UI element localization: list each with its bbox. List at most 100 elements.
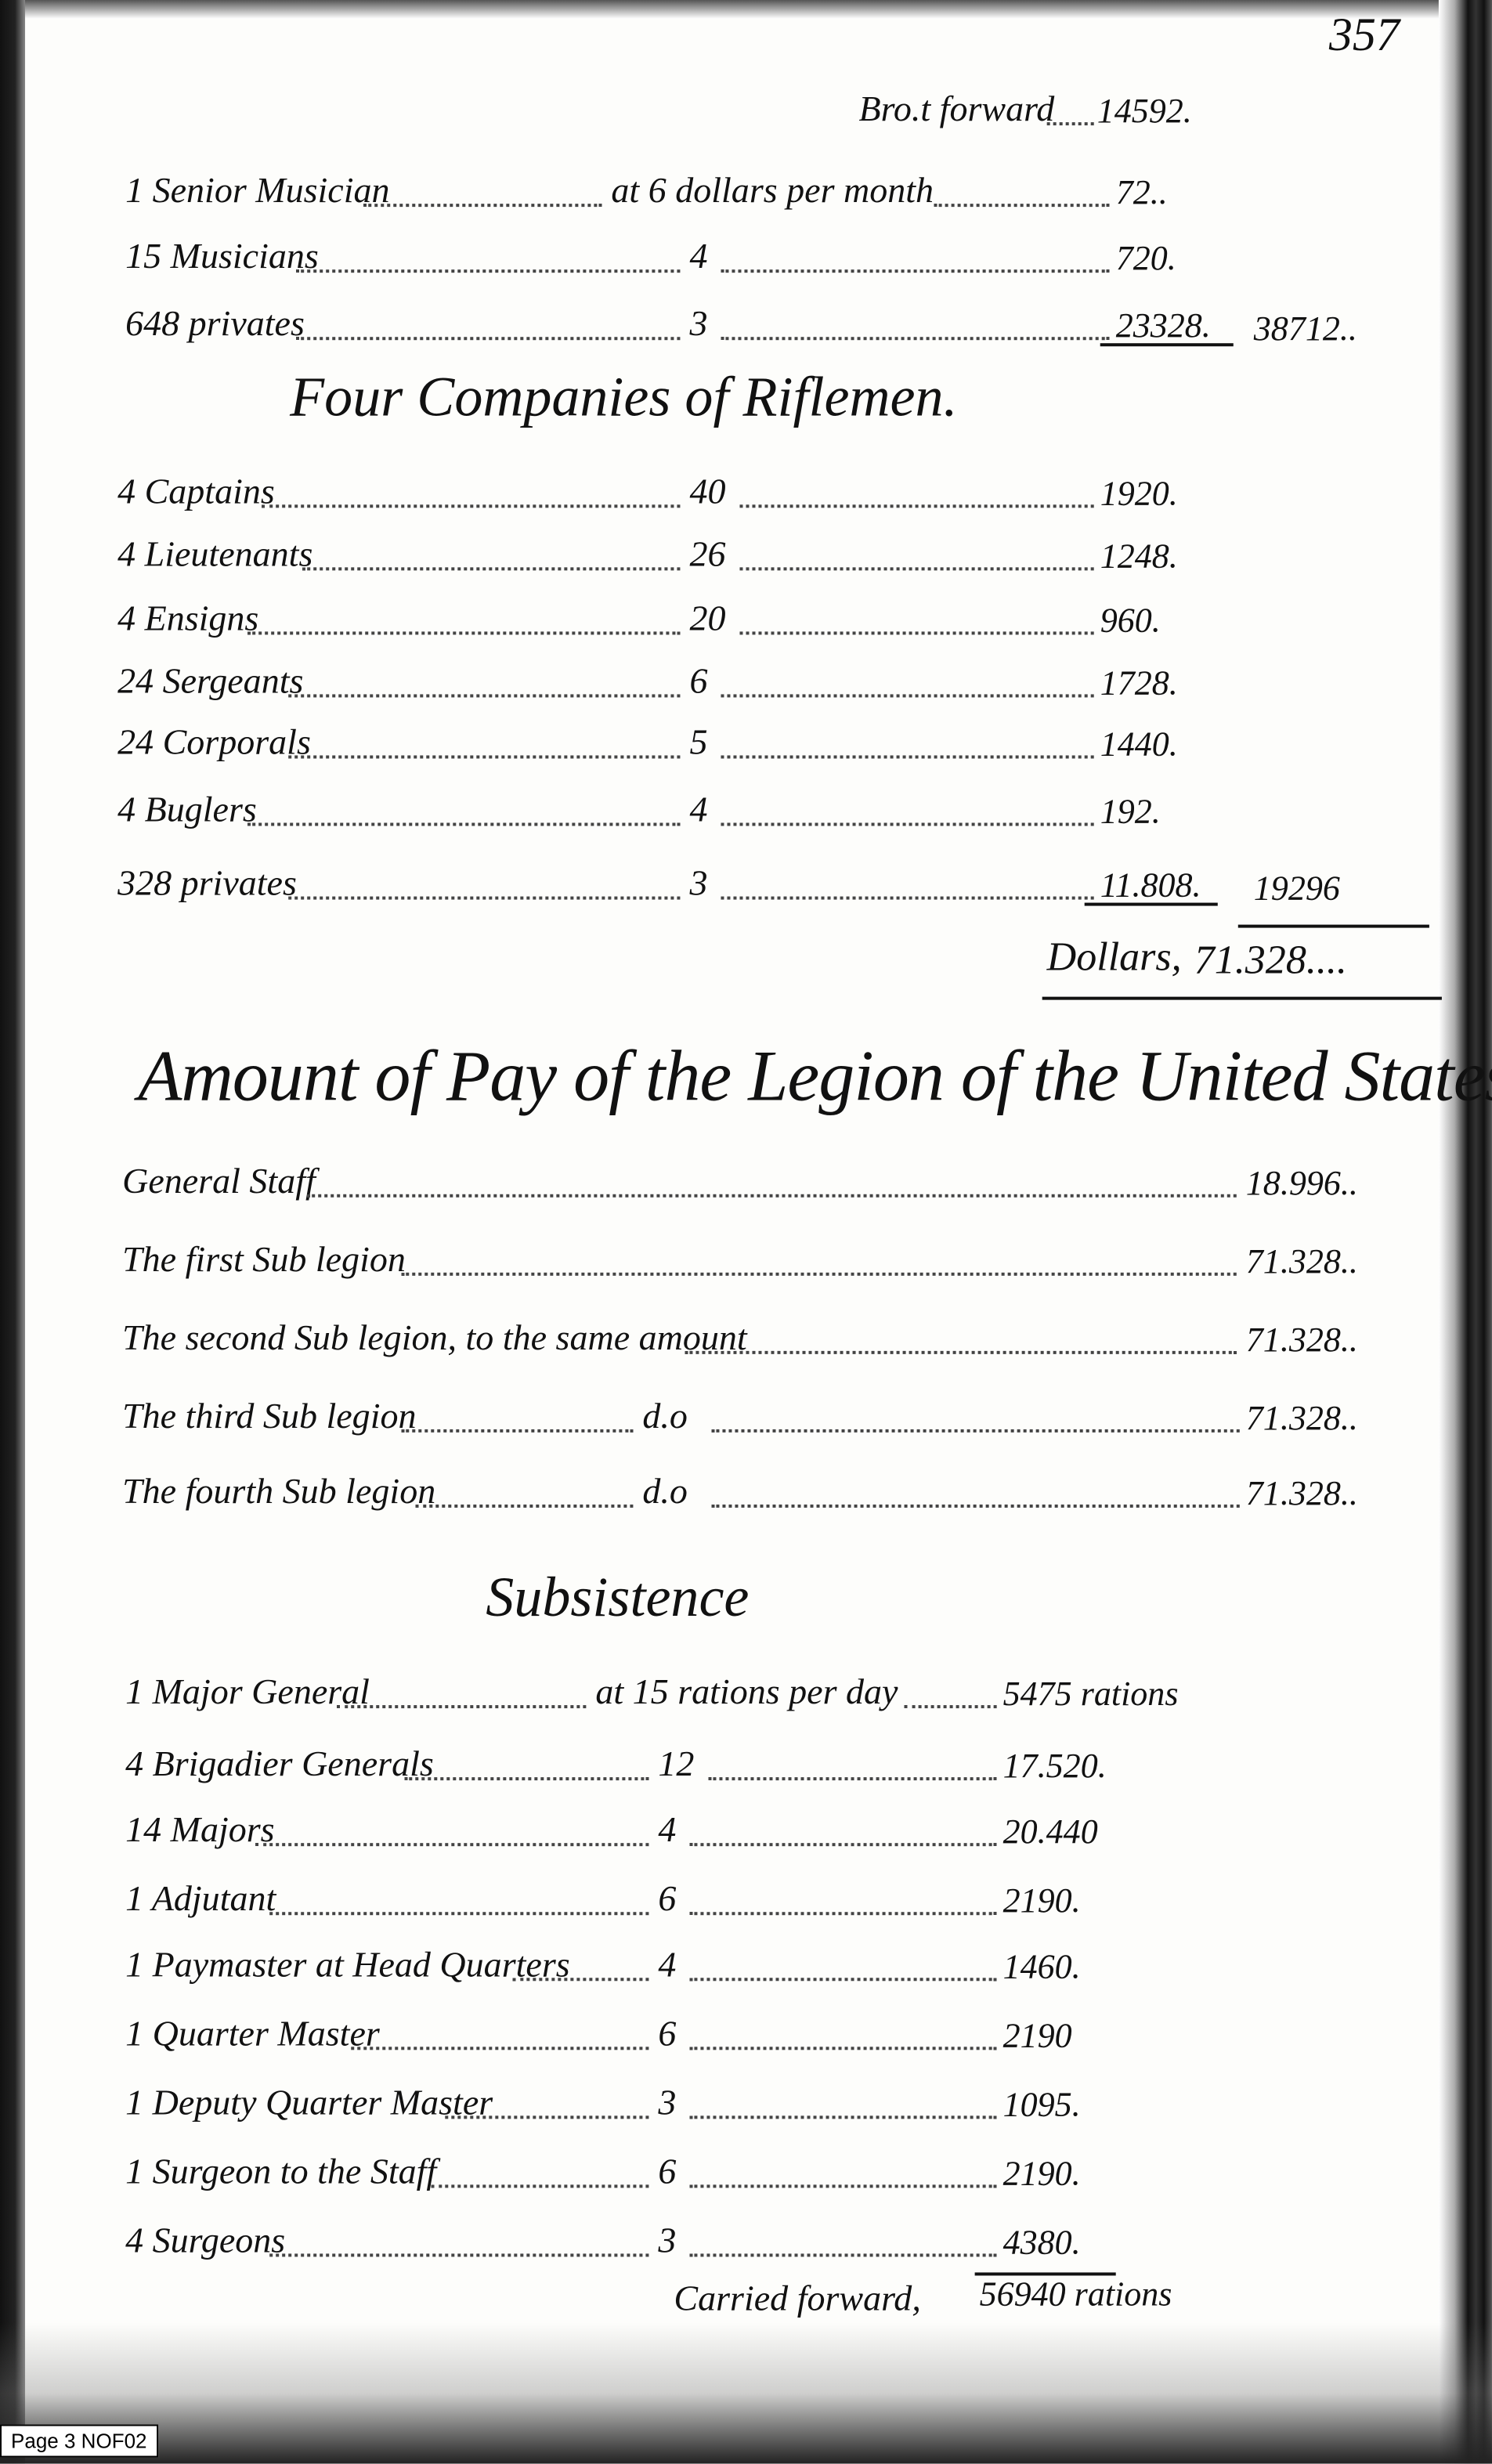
leader-dots — [689, 1843, 997, 1847]
row-rate: 6 — [689, 661, 708, 701]
carried-forward-label: Carried forward, — [674, 2278, 921, 2318]
leader-dots — [288, 896, 681, 900]
legion-heading: Amount of Pay of the Legion of the Unite… — [138, 1035, 1492, 1116]
leader-dots — [414, 1504, 634, 1508]
leader-dots — [904, 1705, 997, 1709]
row-rate: 3 — [658, 2083, 677, 2123]
row-amount: 71.328.. — [1245, 1397, 1358, 1437]
row-rate: 4 — [658, 1810, 677, 1850]
row-rate: 20 — [689, 598, 726, 638]
row-amount: 1460. — [1002, 1946, 1081, 1986]
row-name: 4 Lieutenants — [117, 534, 313, 574]
leader-dots — [1046, 122, 1094, 126]
row-amount: 192. — [1100, 791, 1161, 831]
leader-dots — [404, 1777, 649, 1781]
leader-dots — [689, 1912, 997, 1916]
leader-dots — [296, 337, 681, 341]
row-name: 24 Corporals — [117, 722, 311, 762]
row-amount: 71.328.. — [1245, 1241, 1358, 1281]
row-name: 1 Surgeon to the Staff — [125, 2151, 437, 2191]
row-amount: 72.. — [1115, 172, 1168, 212]
row-amount: 1440. — [1100, 724, 1178, 764]
leader-dots — [288, 694, 681, 698]
row-amount: 960. — [1100, 600, 1161, 640]
row-amount: 71.328.. — [1245, 1319, 1358, 1359]
leader-dots — [721, 694, 1094, 698]
row-rate: 3 — [689, 863, 708, 903]
leader-dots — [708, 1777, 997, 1781]
row-rate: 4 — [689, 789, 708, 829]
row-amount: 71.328.. — [1245, 1472, 1358, 1512]
leader-dots — [739, 567, 1094, 571]
carried-rule — [974, 2272, 1116, 2276]
page-right-edge — [1438, 0, 1492, 2464]
row-rate: 3 — [658, 2220, 677, 2260]
row-rate: d.o — [642, 1471, 688, 1511]
row-amount: 23328. — [1115, 305, 1211, 345]
brought-forward-label: Bro.t forward — [858, 89, 1055, 129]
row-amount: 2190. — [1002, 2153, 1081, 2193]
binding-edge — [0, 0, 26, 2464]
total-rule — [1237, 924, 1429, 928]
row-amount: 1920. — [1100, 473, 1178, 513]
leader-dots — [350, 2047, 649, 2050]
row-rate: 3 — [689, 304, 708, 344]
riflemen-heading: Four Companies of Riflemen. — [290, 365, 958, 428]
row-amount: 2190 — [1002, 2015, 1072, 2055]
leader-dots — [721, 822, 1094, 826]
leader-dots — [689, 2184, 997, 2188]
leader-dots — [401, 1272, 1237, 1276]
row-rate: 12 — [658, 1744, 695, 1784]
leader-dots — [431, 2184, 649, 2188]
row-rate: d.o — [642, 1396, 688, 1436]
leader-dots — [247, 631, 681, 635]
dollars-rule — [1042, 996, 1442, 1000]
leader-dots — [711, 1429, 1240, 1433]
row-name: 14 Majors — [125, 1810, 275, 1850]
row-name: The fourth Sub legion — [122, 1471, 436, 1511]
leader-dots — [689, 1978, 997, 1982]
row-name: 4 Captains — [117, 471, 275, 511]
leader-dots — [306, 1194, 1237, 1198]
leader-dots — [247, 822, 681, 826]
leader-dots — [739, 504, 1094, 508]
leader-dots — [684, 1350, 1237, 1354]
carried-forward-value: 56940 rations — [979, 2274, 1172, 2314]
row-rate: 6 — [658, 1879, 677, 1919]
row-name: The third Sub legion — [122, 1396, 417, 1436]
leader-dots — [401, 1429, 634, 1433]
leader-dots — [255, 1843, 649, 1847]
leader-dots — [711, 1504, 1240, 1508]
row-amount: 4380. — [1002, 2222, 1081, 2262]
leader-dots — [689, 2253, 997, 2257]
leader-dots — [739, 631, 1094, 635]
row-name: 1 Senior Musician — [125, 171, 390, 211]
row-rate: at 15 rations per day — [595, 1672, 898, 1712]
leader-dots — [721, 896, 1094, 900]
leader-dots — [269, 2253, 649, 2257]
row-name: 4 Brigadier Generals — [125, 1744, 434, 1784]
leader-dots — [511, 1978, 649, 1982]
dollars-total: 71.328.... — [1194, 937, 1347, 983]
subsistence-heading: Subsistence — [486, 1565, 750, 1629]
row-name: 1 Major General — [125, 1672, 370, 1712]
row-rate: 40 — [689, 471, 726, 511]
page-number: 357 — [1328, 9, 1400, 62]
brought-forward-value: 14592. — [1096, 91, 1192, 131]
dollars-label: Dollars, — [1046, 934, 1182, 980]
leader-dots — [934, 204, 1110, 208]
row-amount: 5475 rations — [1002, 1674, 1179, 1714]
leader-dots — [302, 567, 681, 571]
row-rate: 5 — [689, 722, 708, 762]
row-total: 19296 — [1253, 868, 1340, 908]
leader-dots — [363, 204, 602, 208]
row-name: The first Sub legion — [122, 1239, 406, 1279]
row-amount: 2190. — [1002, 1881, 1081, 1920]
leader-dots — [262, 504, 681, 508]
leader-dots — [296, 269, 681, 273]
row-name: 4 Ensigns — [117, 598, 259, 638]
subtotal-rule — [1084, 902, 1218, 906]
row-rate: at 6 dollars per month — [611, 171, 934, 211]
subtotal-rule — [1100, 343, 1234, 347]
